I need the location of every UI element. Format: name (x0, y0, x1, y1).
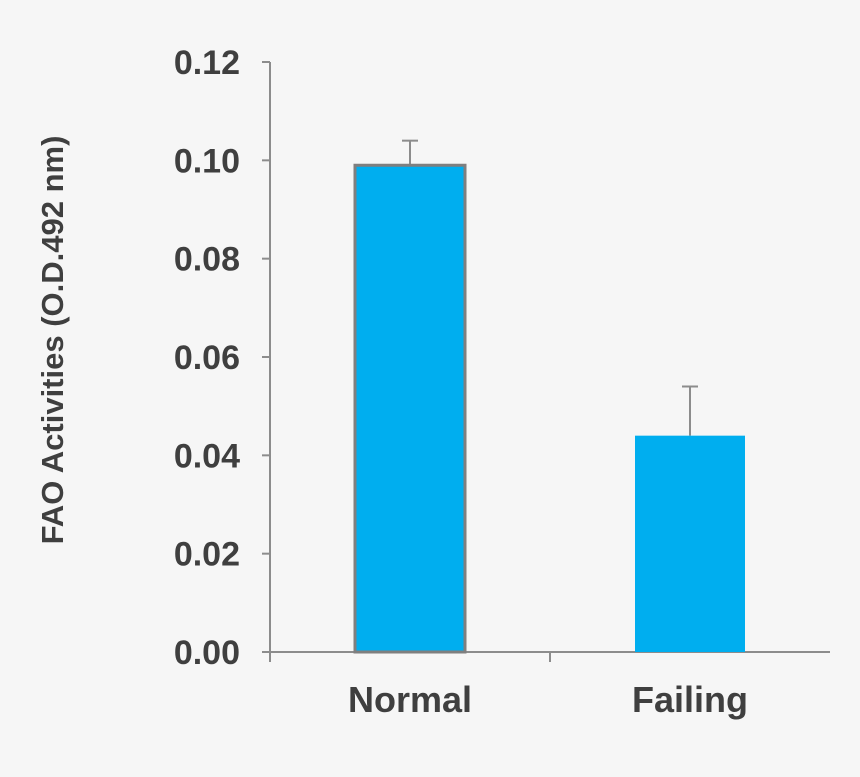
y-tick-label: 0.08 (174, 241, 240, 279)
y-tick-label: 0.00 (174, 634, 240, 672)
label-layer: 0.00 0.02 0.04 0.06 0.08 0.10 0.12 Normal Failin… (174, 44, 748, 720)
y-tick-label: 0.12 (174, 44, 240, 82)
bar-normal (353, 163, 467, 654)
bar-failing (635, 435, 745, 652)
x-category-label: Normal (348, 679, 472, 720)
bar-layer (353, 139, 745, 654)
y-tick-label: 0.10 (174, 142, 240, 180)
y-axis-title: FAO Activities (O.D.492 nm) (35, 136, 70, 545)
y-tick-label: 0.02 (174, 536, 240, 574)
y-tick-label: 0.04 (174, 437, 240, 475)
x-category-label: Failing (632, 679, 748, 720)
y-tick-label: 0.06 (174, 339, 240, 377)
